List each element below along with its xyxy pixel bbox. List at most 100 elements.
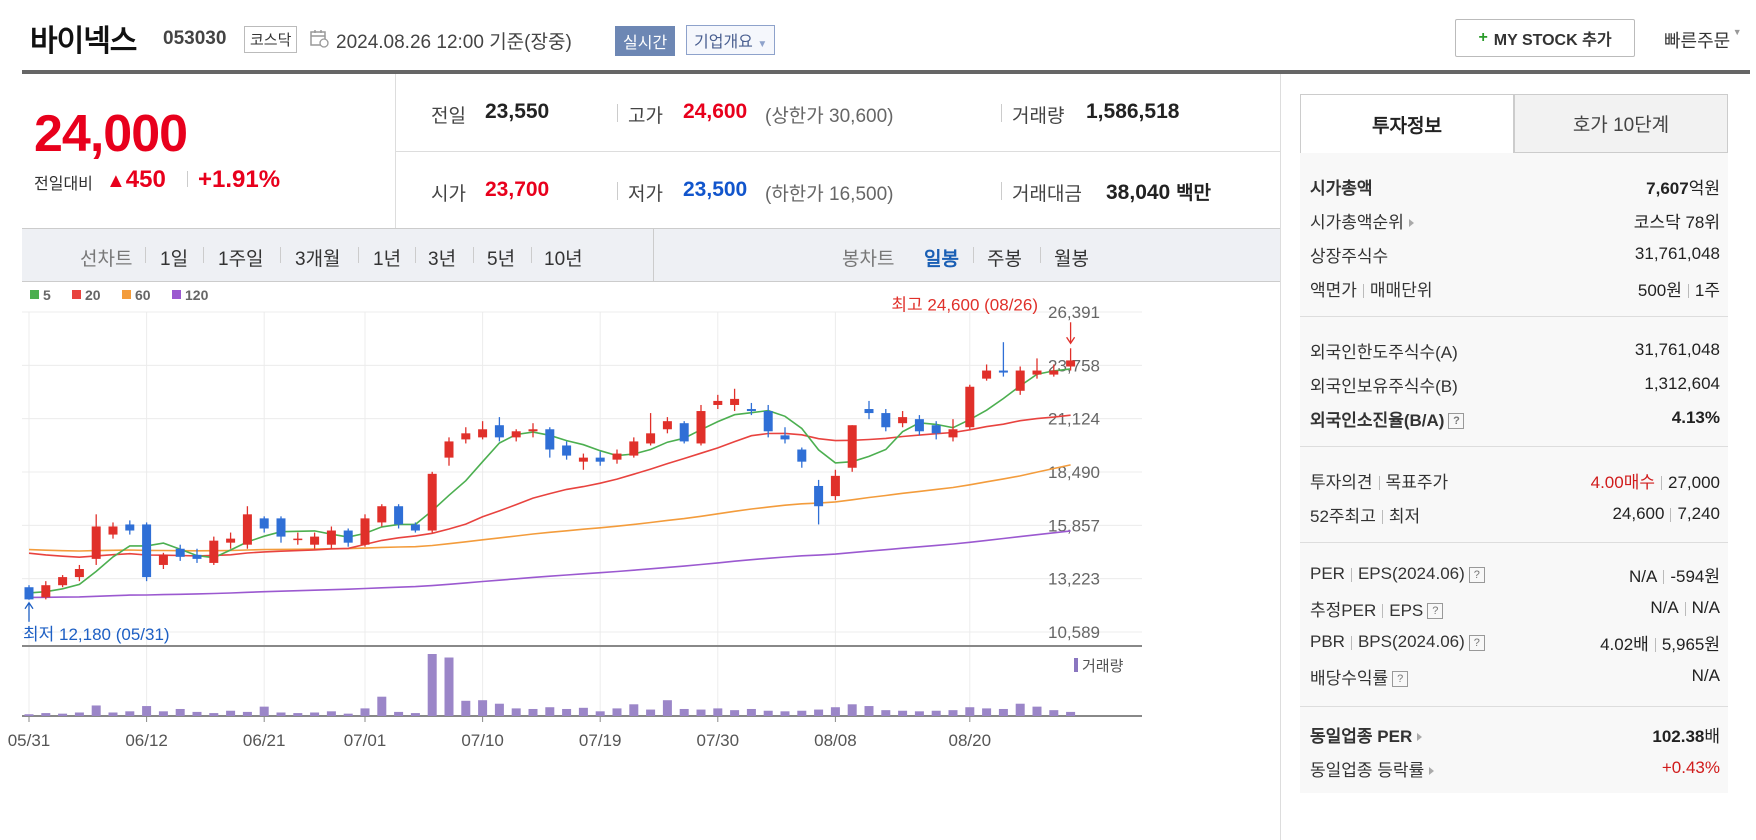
period-divider: [653, 229, 654, 281]
ma5-line: [28, 368, 1071, 594]
legend-label: 5: [43, 287, 51, 303]
sector-per-label: 동일업종 PER: [1310, 726, 1413, 746]
candle: [461, 433, 471, 440]
sector-per-label-wrap[interactable]: 동일업종 PER: [1310, 722, 1423, 747]
period-5y[interactable]: 5년: [487, 249, 516, 270]
mystock-add-button[interactable]: + MY STOCK 추가: [1455, 19, 1635, 57]
candle-daily[interactable]: 일봉: [924, 249, 959, 270]
candle: [797, 449, 807, 462]
candle: [948, 429, 958, 438]
est-eps-value: N/A: [1691, 598, 1720, 617]
divider: [203, 247, 204, 263]
change-label: 전일대비: [34, 176, 93, 193]
candle: [394, 506, 404, 525]
chart-period-bar: [22, 228, 1280, 282]
volume-bar: [881, 710, 891, 716]
candle: [1032, 370, 1042, 375]
period-10y[interactable]: 10년: [544, 249, 583, 270]
week52-row: 52주최고 최저 24,600 7,240: [1310, 498, 1720, 530]
divider: [1661, 476, 1662, 491]
foreign-ratio-label-wrap: 외국인소진율(B/A)?: [1310, 406, 1465, 431]
volume-bar: [91, 705, 101, 716]
divider: [1362, 284, 1364, 299]
candle: [410, 524, 420, 531]
volume-bar: [864, 706, 874, 716]
tab-hoga[interactable]: 호가 10단계: [1514, 94, 1728, 153]
stats-divider: [396, 151, 1280, 152]
x-tick-label: 07/01: [344, 731, 387, 750]
pbr-values: 4.02배 5,965원: [1600, 630, 1720, 655]
candle: [41, 585, 51, 598]
help-icon[interactable]: ?: [1392, 671, 1409, 688]
week52-low-value: 7,240: [1677, 504, 1720, 523]
volume-bar: [1066, 711, 1076, 716]
volume-bar: [444, 657, 454, 716]
foreign-ratio-label: 외국인소진율(B/A): [1310, 410, 1445, 430]
candle: [982, 370, 992, 379]
opinion-values: 4.00매수 27,000: [1591, 468, 1720, 493]
divider: [1684, 601, 1686, 616]
open-value: 23,700: [485, 178, 550, 201]
ma60-line: [28, 464, 1071, 552]
candle: [998, 370, 1008, 373]
change-amount: ▲450: [106, 166, 166, 194]
candle: [377, 506, 387, 523]
par-label: 액면가: [1310, 280, 1357, 300]
opinion-row: 투자의견 목표주가 4.00매수 27,000: [1310, 464, 1720, 496]
price-box: [22, 74, 396, 228]
candle: [780, 435, 790, 440]
low-value: 23,500: [683, 178, 748, 201]
volume-bar: [1032, 706, 1042, 716]
company-overview-dropdown[interactable]: 기업개요 ▼: [686, 25, 776, 55]
candle-weekly[interactable]: 주봉: [987, 249, 1022, 270]
tab-invest-info[interactable]: 투자정보: [1300, 94, 1514, 153]
period-1w[interactable]: 1주일: [218, 249, 264, 270]
lower-limit: (하한가 16,500): [765, 184, 894, 205]
candle: [259, 518, 269, 529]
line-chart-label: 선차트: [80, 249, 133, 270]
period-1d[interactable]: 1일: [160, 249, 189, 270]
x-tick-label: 07/19: [579, 731, 622, 750]
y-tick-label: 26,391: [1048, 303, 1100, 322]
period-3m[interactable]: 3개월: [295, 249, 341, 270]
sector-change-label-wrap[interactable]: 동일업종 등락률: [1310, 756, 1435, 781]
market-cap-num: 7,607: [1646, 178, 1689, 198]
help-icon[interactable]: ?: [1468, 566, 1485, 583]
y-tick-label: 21,124: [1048, 410, 1100, 429]
period-1y[interactable]: 1년: [373, 249, 402, 270]
candle: [662, 421, 672, 430]
realtime-button[interactable]: 실시간: [615, 26, 676, 56]
candle: [830, 475, 840, 497]
volume-bar: [545, 707, 555, 716]
price-chart[interactable]: 26,39123,75821,12418,49015,85713,22310,5…: [0, 282, 1280, 840]
pbr-labels: PBR BPS(2024.06)?: [1310, 632, 1485, 652]
candle: [142, 524, 152, 578]
help-icon[interactable]: ?: [1427, 603, 1444, 620]
help-icon[interactable]: ?: [1448, 413, 1465, 430]
volume-bar: [763, 710, 773, 716]
trade-value-unit: 백만: [1176, 183, 1212, 204]
market-cap-rank-row: 시가총액순위 코스닥 78위: [1310, 204, 1720, 236]
candle: [175, 548, 185, 557]
quick-order-dropdown[interactable]: 빠른주문 ▼: [1664, 27, 1742, 53]
calendar-icon[interactable]: [309, 28, 329, 48]
volume-bar: [780, 711, 790, 716]
candle: [914, 419, 924, 432]
volume-bar: [326, 711, 336, 716]
volume-bar: [192, 711, 202, 716]
help-icon[interactable]: ?: [1468, 634, 1485, 651]
volume-bar: [276, 712, 286, 716]
volume-bar: [847, 704, 857, 716]
max-arrow-head: [1066, 336, 1076, 345]
volume-bar: [595, 711, 605, 716]
eps-label: EPS(2024.06): [1357, 564, 1465, 583]
change-value: 450: [125, 166, 166, 193]
period-3y[interactable]: 3년: [428, 249, 457, 270]
candle-monthly[interactable]: 월봉: [1054, 249, 1089, 270]
volume-bar: [814, 709, 824, 716]
volume-bar: [310, 712, 320, 716]
trade-value: 38,040 백만: [1106, 178, 1211, 205]
rank-label-wrap[interactable]: 시가총액순위: [1310, 208, 1414, 233]
y-tick-label: 13,223: [1048, 570, 1100, 589]
week52-low-label: 최저: [1388, 506, 1421, 526]
